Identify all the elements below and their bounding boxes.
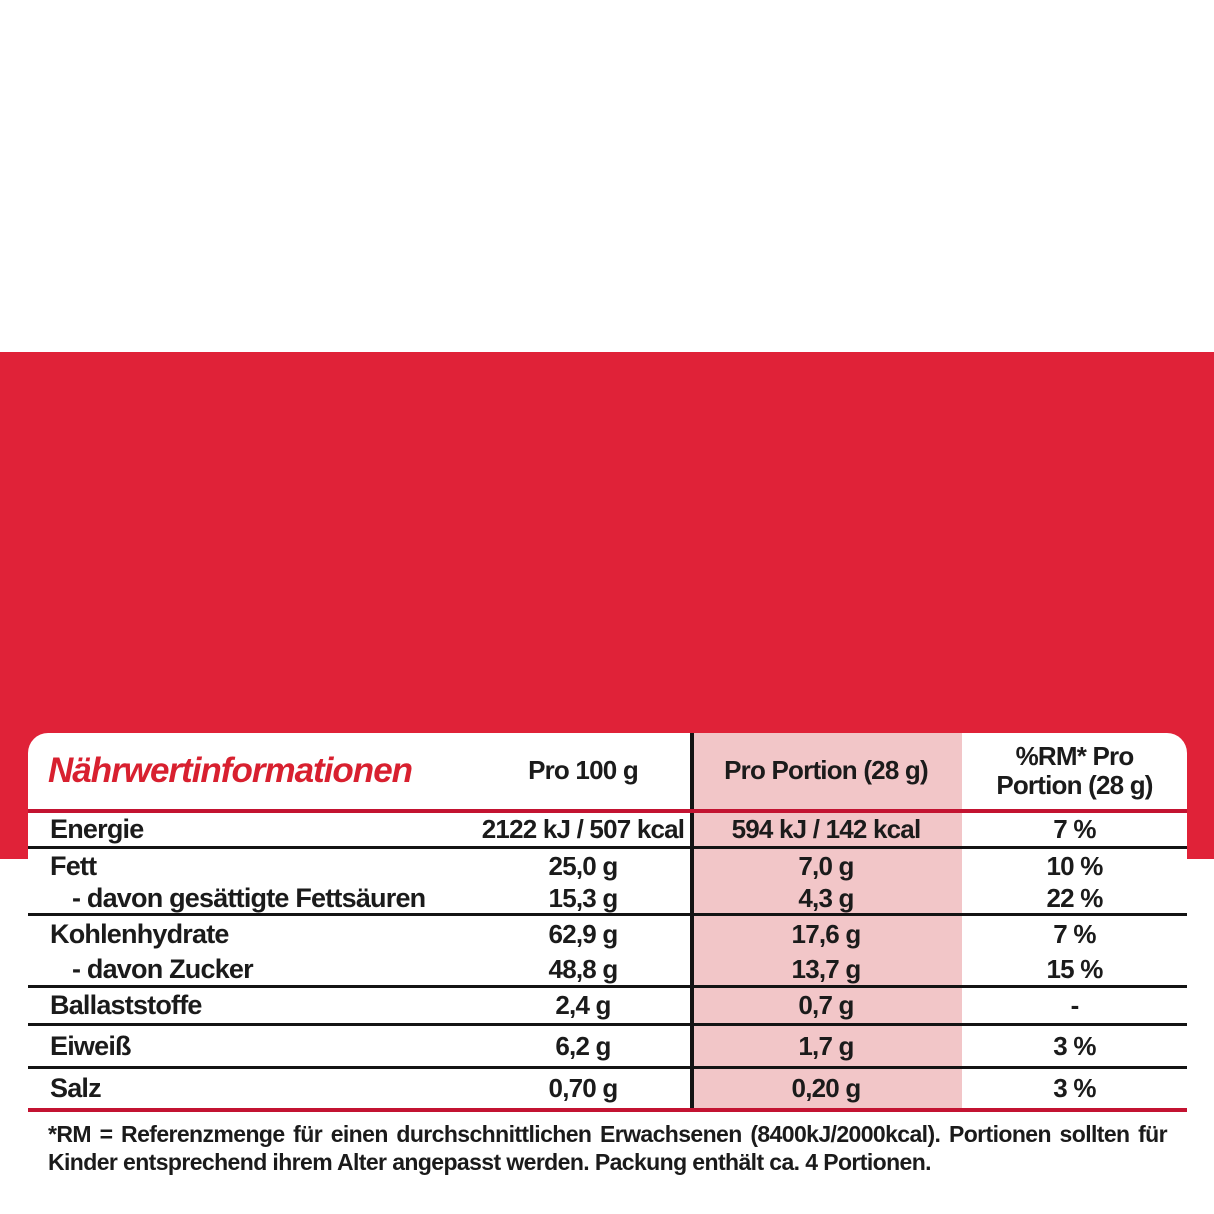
nutrition-row-fett: Fett 25,0 g 7,0 g 10 % <box>28 849 1187 883</box>
red-background-band: Nährwertinformationen Pro 100 g Pro Port… <box>0 352 1214 1185</box>
rm-value: 7 % <box>1053 814 1096 844</box>
per100-value: 6,2 g <box>555 1030 611 1061</box>
portion-value: 0,7 g <box>798 990 854 1020</box>
portion-value: 17,6 g <box>791 919 862 949</box>
rm-value: 15 % <box>1046 953 1103 984</box>
portion-value: 13,7 g <box>791 953 862 984</box>
row-label: Energie <box>50 814 144 844</box>
rm-value: - <box>1070 990 1080 1020</box>
column-header-portion: Pro Portion (28 g) <box>724 755 929 786</box>
column-header-rm: %RM* Pro Portion (28 g) <box>962 733 1187 809</box>
per100-value: 62,9 g <box>548 919 619 949</box>
column-header-rm-line2: Portion (28 g) <box>996 770 1153 800</box>
row-label: - davon Zucker <box>72 953 254 984</box>
nutrition-facts-card: Nährwertinformationen Pro 100 g Pro Port… <box>28 733 1187 1185</box>
nutrition-row-fettsaeuren: - davon gesättigte Fettsäuren 15,3 g 4,3 g… <box>28 883 1187 916</box>
portion-value: 7,0 g <box>798 850 854 881</box>
table-header-row: Nährwertinformationen Pro 100 g Pro Port… <box>28 733 1187 813</box>
column-divider-line <box>690 733 694 1112</box>
table-title: Nährwertinformationen <box>48 751 413 790</box>
portion-column-highlight <box>694 733 962 1112</box>
nutrition-row-eiweiss: Eiweiß 6,2 g 1,7 g 3 % <box>28 1026 1187 1069</box>
rm-footnote: *RM = Referenzmenge für einen durchschni… <box>48 1121 1168 1175</box>
rm-value: 7 % <box>1053 919 1096 949</box>
nutrition-row-zucker: - davon Zucker 48,8 g 13,7 g 15 % <box>28 953 1187 988</box>
per100-value: 2122 kJ / 507 kcal <box>481 814 685 844</box>
per100-value: 15,3 g <box>548 883 619 913</box>
row-label: Kohlenhydrate <box>50 919 229 949</box>
per100-value: 25,0 g <box>548 850 619 881</box>
portion-value: 4,3 g <box>798 883 854 913</box>
row-label: - davon gesättigte Fettsäuren <box>72 883 426 913</box>
rm-value: 3 % <box>1053 1073 1096 1103</box>
rm-value: 22 % <box>1046 883 1103 913</box>
per100-value: 2,4 g <box>555 990 611 1020</box>
rm-value: 10 % <box>1046 850 1103 881</box>
column-header-per100: Pro 100 g <box>528 755 639 786</box>
row-label: Eiweiß <box>50 1030 132 1061</box>
column-header-rm-line1: %RM* Pro <box>1015 740 1135 771</box>
table-title-cell: Nährwertinformationen <box>28 733 476 809</box>
portion-value: 1,7 g <box>798 1030 854 1061</box>
footnote-section: *RM = Referenzmenge für einen durchschni… <box>28 1112 1187 1185</box>
nutrition-row-energie: Energie 2122 kJ / 507 kcal 594 kJ / 142 kc… <box>28 813 1187 849</box>
rm-value: 3 % <box>1053 1030 1096 1061</box>
nutrition-row-kohlenhydrate: Kohlenhydrate 62,9 g 17,6 g 7 % <box>28 916 1187 953</box>
nutrition-row-ballaststoffe: Ballaststoffe 2,4 g 0,7 g - <box>28 988 1187 1026</box>
per100-value: 48,8 g <box>548 953 619 984</box>
nutrition-row-salz: Salz 0,70 g 0,20 g 3 % <box>28 1069 1187 1112</box>
column-header-rm-text: %RM* Pro Portion (28 g) <box>996 740 1153 800</box>
row-label: Fett <box>50 850 97 881</box>
row-label: Ballaststoffe <box>50 990 202 1020</box>
per100-value: 0,70 g <box>548 1073 619 1103</box>
portion-value: 594 kJ / 142 kcal <box>731 814 922 844</box>
nutrition-table: Nährwertinformationen Pro 100 g Pro Port… <box>28 733 1187 1185</box>
portion-value: 0,20 g <box>791 1073 862 1103</box>
row-label: Salz <box>50 1073 102 1103</box>
